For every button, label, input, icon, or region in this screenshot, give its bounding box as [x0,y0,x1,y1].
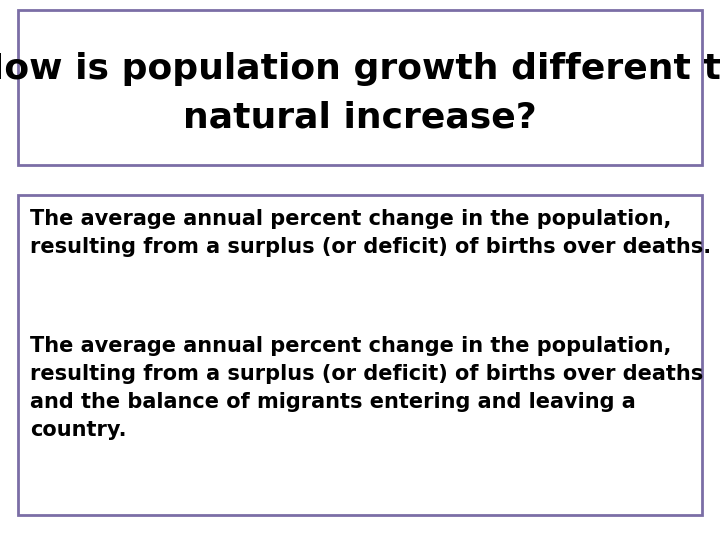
FancyBboxPatch shape [18,10,702,165]
Text: How is population growth different to: How is population growth different to [0,52,720,86]
FancyBboxPatch shape [18,195,702,515]
Text: The average annual percent change in the population,
resulting from a surplus (o: The average annual percent change in the… [30,336,703,440]
Text: The average annual percent change in the population,
resulting from a surplus (o: The average annual percent change in the… [30,209,711,257]
Text: natural increase?: natural increase? [183,100,537,134]
